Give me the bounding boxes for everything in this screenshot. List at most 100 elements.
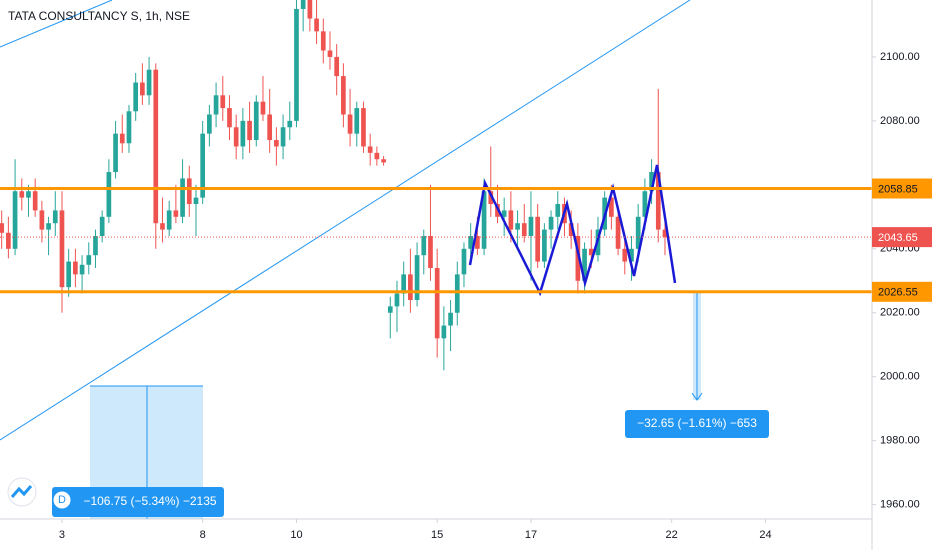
candle-body [99,216,105,236]
candle-body [387,306,393,313]
trend-line [0,0,113,48]
candle-body [26,191,31,198]
candle-body [515,223,520,230]
candle-body [240,120,246,147]
candle-body [548,216,554,230]
last-price-label: 2043.65 [878,232,918,244]
level-label: 2026.55 [878,287,918,299]
measure-arrow [691,392,703,401]
x-tick-label: 15 [431,529,443,541]
candle-body [287,120,293,128]
y-tick-label: 1980.00 [880,435,920,447]
candle-body [401,274,407,294]
candle-body [535,216,541,262]
candle-body [361,108,366,147]
candle-body [421,235,427,256]
candle-body [46,223,51,230]
candle-body [19,191,25,198]
candle-body [106,172,112,217]
candle-body [488,191,494,205]
candle-body [434,267,440,339]
level-label-box [872,178,932,199]
candle-body [39,210,45,230]
candle-body [588,248,594,256]
chart-title: TATA CONSULTANCY S, 1h, NSE [8,9,190,23]
drawings [0,0,703,519]
candle-body [454,274,460,313]
level-label-box [872,281,932,302]
logo-mark [10,485,33,498]
candle-body [253,101,259,141]
candle-body [448,312,453,326]
x-tick-label: 17 [525,529,537,541]
candle-body [575,235,581,281]
y-tick-label: 1960.00 [880,499,920,511]
candle-body [300,0,306,9]
candle-body [655,172,661,230]
candle-body [140,82,145,96]
candle-body [6,232,11,249]
candle-body [307,0,313,19]
candle-body [93,235,98,256]
measure-label-box [52,487,224,517]
candle-body [180,178,185,217]
candle-body [642,191,648,217]
candle-body [113,133,118,173]
x-tick-label: 8 [200,529,206,541]
candle-body [0,223,5,233]
candle-body [609,197,614,217]
candle-body [461,248,467,275]
candle-body [408,274,413,300]
level-label: 2058.85 [878,183,918,195]
candle-body [542,229,547,262]
candle-body [381,159,386,163]
candle-body [233,127,239,147]
candle-body [428,235,433,268]
candle-body [354,108,360,134]
badge [52,490,72,510]
candle-body [341,76,346,115]
candle-body [294,8,299,121]
y-tick-label: 2080.00 [880,115,920,127]
candle-body [622,248,628,262]
candle-body [119,133,125,144]
candle-body [521,223,527,236]
x-tick-label: 24 [759,529,771,541]
candle-body [508,210,514,230]
candle-body [555,204,561,217]
candle-body [79,264,85,275]
candle-body [662,229,668,238]
candle-body [153,69,159,224]
candle-body [126,111,132,144]
overlay [0,164,872,297]
candle-body [186,178,192,205]
trend-line [0,0,691,441]
candle-body [320,31,326,51]
candle-body [59,210,65,288]
candle-body [481,191,487,249]
y-tick-label: 2000.00 [880,371,920,383]
candle-body [220,95,226,109]
candle-body [347,114,353,134]
candle-body [568,223,574,236]
candle-body [374,152,380,160]
candle-body [193,197,199,205]
candle-body [86,255,92,265]
candle-body [334,56,340,77]
candle-body [414,255,420,300]
candle-body [166,210,172,230]
candle-body [207,114,212,134]
candle-body [629,248,634,262]
candle-body [73,261,78,275]
candle-body [635,216,641,249]
candle-body [649,172,654,192]
candle-body [267,114,273,141]
candle-body [227,108,232,128]
badge-text: D [58,494,66,506]
zigzag-pattern [468,164,677,297]
last-price-box [872,227,932,248]
candle-body [528,216,534,236]
candles [0,0,668,371]
candle-body [247,120,252,141]
